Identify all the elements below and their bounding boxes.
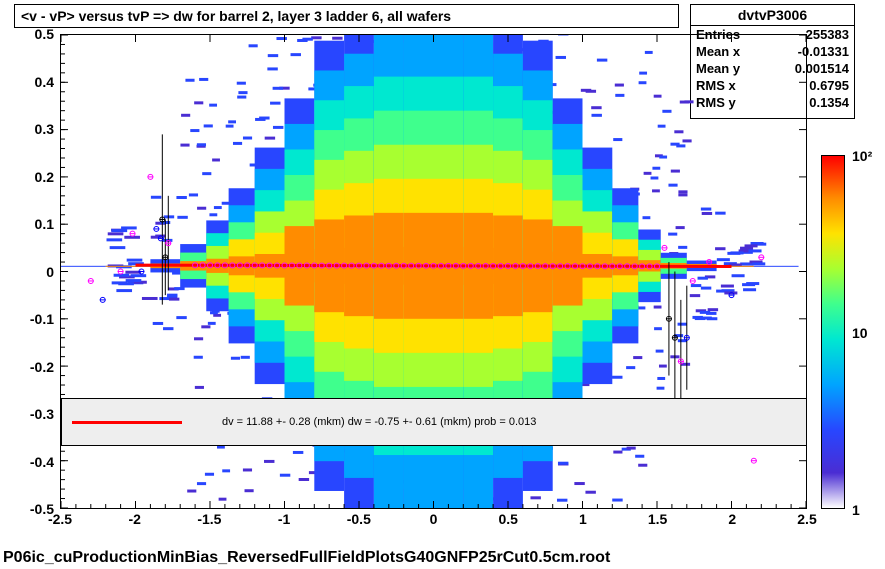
colorbar-tick-label: 10 — [852, 325, 868, 341]
x-tick-label: -2.5 — [48, 511, 72, 527]
x-tick-label: 1.5 — [648, 511, 667, 527]
plot-area: dv = 11.88 +- 0.28 (mkm) dw = -0.75 +- 0… — [60, 34, 807, 509]
colorbar: 11010² — [821, 155, 845, 509]
x-tick-label: 2 — [728, 511, 736, 527]
x-tick-label: 2.5 — [797, 511, 816, 527]
y-tick-label: 0.4 — [35, 74, 54, 90]
y-tick-label: 0.2 — [35, 169, 54, 185]
y-axis: -0.5-0.4-0.3-0.2-0.100.10.20.30.40.5 — [0, 34, 60, 509]
x-tick-label: -2 — [128, 511, 140, 527]
fit-legend: dv = 11.88 +- 0.28 (mkm) dw = -0.75 +- 0… — [61, 398, 807, 446]
y-tick-label: -0.4 — [30, 454, 54, 470]
stats-name: dvtvP3006 — [691, 5, 854, 26]
y-tick-label: -0.2 — [30, 359, 54, 375]
y-tick-label: 0.3 — [35, 121, 54, 137]
y-tick-label: 0.5 — [35, 26, 54, 42]
y-tick-label: -0.1 — [30, 311, 54, 327]
stats-rmsx-value: 0.6795 — [809, 77, 849, 94]
file-label: P06ic_cuProductionMinBias_ReversedFullFi… — [3, 549, 610, 567]
y-tick-label: 0 — [46, 264, 54, 280]
y-tick-label: 0.1 — [35, 216, 54, 232]
fit-legend-text: dv = 11.88 +- 0.28 (mkm) dw = -0.75 +- 0… — [222, 416, 536, 428]
plot-title: <v - vP> versus tvP => dw for barrel 2, … — [14, 4, 679, 28]
stats-rmsy-value: 0.1354 — [809, 94, 849, 111]
x-tick-label: 0 — [430, 511, 438, 527]
fit-line-sample — [72, 421, 182, 424]
x-tick-label: 1 — [579, 511, 587, 527]
x-tick-label: -0.5 — [347, 511, 371, 527]
x-axis: -2.5-2-1.5-1-0.500.511.522.5 — [60, 509, 807, 534]
x-tick-label: 0.5 — [498, 511, 517, 527]
root-canvas: <v - vP> versus tvP => dw for barrel 2, … — [0, 0, 885, 569]
stats-entries-value: 255383 — [806, 26, 849, 43]
y-tick-label: -0.3 — [30, 406, 54, 422]
x-tick-label: -1.5 — [197, 511, 221, 527]
colorbar-tick-label: 10² — [852, 148, 872, 164]
colorbar-tick-label: 1 — [852, 502, 860, 518]
x-tick-label: -1 — [278, 511, 290, 527]
